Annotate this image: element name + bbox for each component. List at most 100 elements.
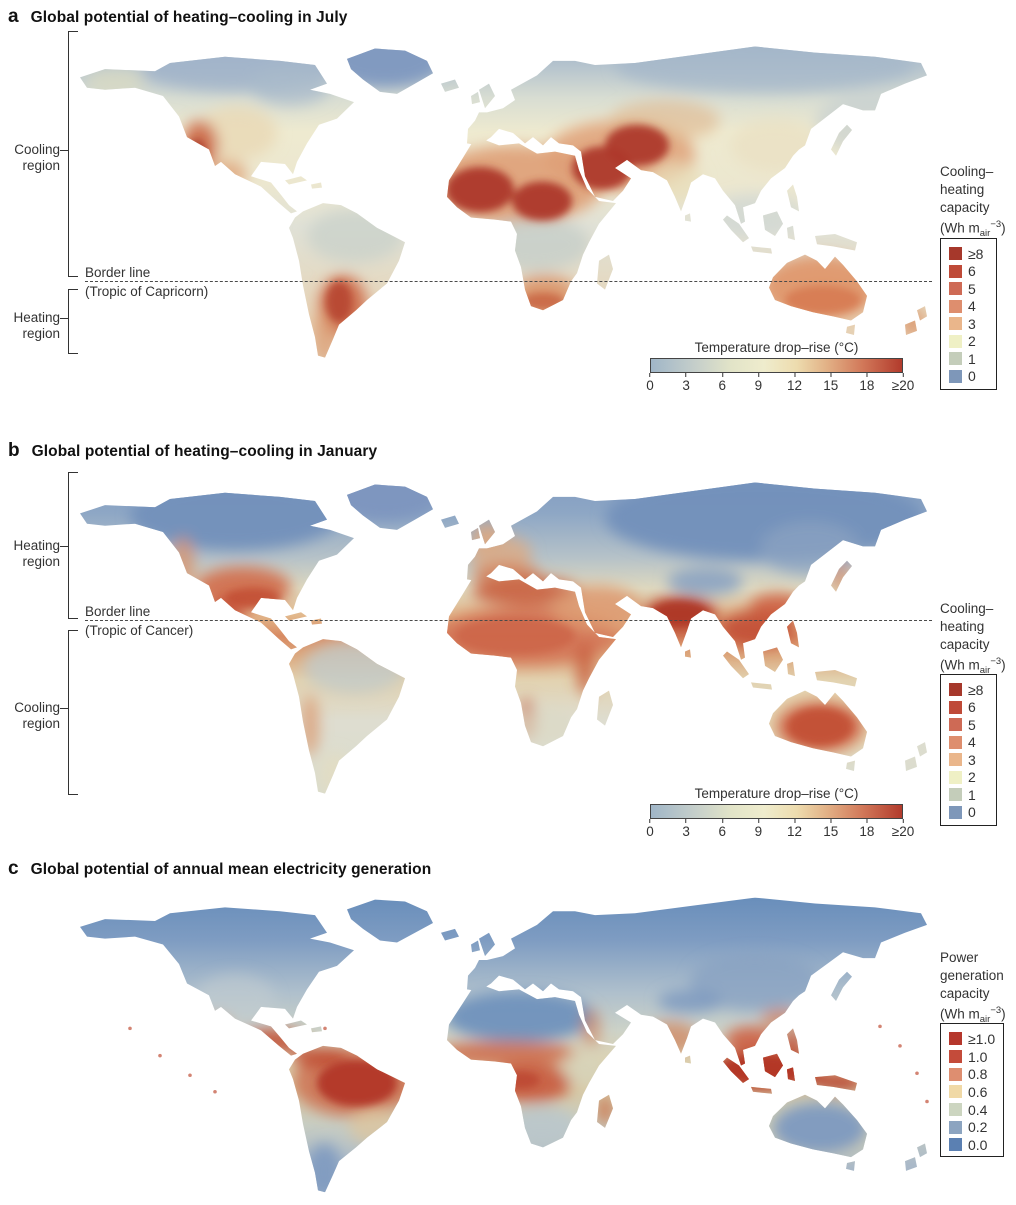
colorbar-tick: 6 (719, 819, 727, 839)
legend-swatch (949, 788, 962, 802)
tropic-of-cancer-line (85, 620, 932, 621)
panel-a-title: a Global potential of heating–cooling in… (8, 6, 347, 28)
colorbar-tick: ≥20 (892, 373, 914, 393)
legend-swatch (949, 735, 962, 749)
legend-item: 0.0 (949, 1136, 1003, 1154)
legend-item: 3 (949, 751, 996, 769)
panel-b-title-text: Global potential of heating–cooling in J… (31, 443, 378, 460)
legend-item: ≥8 (949, 245, 996, 263)
legend-item: 6 (949, 699, 996, 717)
colorbar-tick: 0 (646, 373, 654, 393)
legend-swatch (949, 247, 962, 261)
legend-swatch (949, 718, 962, 732)
legend-swatch (949, 700, 962, 714)
legend-item: 4 (949, 298, 996, 316)
colorbar-gradient-b (650, 804, 903, 819)
electricity-map-land (80, 897, 927, 1193)
legend-item: 0 (949, 804, 996, 822)
legend-swatch (949, 369, 962, 383)
panel-c-letter: c (8, 858, 19, 879)
cooling-region-label-b: Cooling region (14, 700, 60, 731)
colorbar-tick: 15 (823, 373, 838, 393)
legend-item: 0 (949, 368, 996, 386)
legend-item: 1.0 (949, 1048, 1003, 1066)
colorbar-b: Temperature drop–rise (°C) 0 3 6 9 12 15… (646, 786, 914, 841)
border-line-label-a: Border line (85, 265, 151, 280)
legend-swatch (949, 317, 962, 331)
colorbar-tick: 12 (787, 819, 802, 839)
legend-item: 0.4 (949, 1101, 1003, 1119)
panel-c-title-text: Global potential of annual mean electric… (30, 861, 432, 878)
legend-item: 1 (949, 350, 996, 368)
colorbar-a: Temperature drop–rise (°C) 0 3 6 9 12 15… (646, 340, 914, 395)
legend-item: 2 (949, 769, 996, 787)
colorbar-ticks-b: 0 3 6 9 12 15 18 ≥20 (646, 819, 914, 841)
colorbar-tick: 15 (823, 819, 838, 839)
colorbar-tick: 9 (755, 819, 763, 839)
legend-swatch (949, 264, 962, 278)
legend-unit-c: (Wh mair−3) (940, 1005, 1006, 1026)
legend-swatch (949, 352, 962, 366)
legend-item: 5 (949, 280, 996, 298)
tropic-label-b: (Tropic of Cancer) (85, 623, 194, 638)
panel-a-letter: a (8, 6, 19, 27)
legend-swatch (949, 299, 962, 313)
capacity-legend-title-a: Cooling– heating capacity (Wh mair−3) (940, 163, 1010, 239)
legend-item: 0.2 (949, 1118, 1003, 1136)
legend-swatch (949, 1085, 962, 1099)
colorbar-tick: 0 (646, 819, 654, 839)
legend-item: 0.6 (949, 1083, 1003, 1101)
capacity-legend-title-b: Cooling– heating capacity (Wh mair−3) (940, 600, 1010, 676)
legend-unit-a: (Wh mair−3) (940, 219, 1006, 240)
power-legend-title: Power generation capacity (Wh mair−3) (940, 949, 1010, 1025)
july-map-land (80, 46, 927, 358)
legend-swatch (949, 1050, 962, 1064)
heating-label-connector (60, 318, 69, 320)
capacity-legend-b: ≥8 6 5 4 3 2 1 0 (940, 674, 997, 826)
legend-swatch (949, 683, 962, 697)
cooling-label-connector (60, 150, 69, 152)
legend-item: 6 (949, 263, 996, 281)
legend-item: 0.8 (949, 1065, 1003, 1083)
legend-swatch (949, 1067, 962, 1081)
legend-item: ≥1.0 (949, 1030, 1003, 1048)
legend-swatch (949, 1032, 962, 1046)
colorbar-label-a: Temperature drop–rise (°C) (694, 340, 859, 355)
legend-swatch (949, 1120, 962, 1134)
legend-unit-b: (Wh mair−3) (940, 656, 1006, 677)
tropic-of-capricorn-line (85, 281, 932, 282)
cooling-region-bracket-b (68, 630, 78, 795)
legend-swatch (949, 334, 962, 348)
world-map-january (80, 482, 927, 794)
panel-a-title-text: Global potential of heating–cooling in J… (30, 9, 348, 26)
panel-c-title: c Global potential of annual mean electr… (8, 858, 431, 880)
cooling-label-connector-b (60, 708, 69, 710)
heating-label-connector-b (60, 546, 69, 548)
heating-region-label: Heating region (13, 310, 60, 341)
legend-item: ≥8 (949, 681, 996, 699)
heating-region-bracket (68, 289, 78, 354)
world-map-july (80, 46, 927, 358)
colorbar-tick: 3 (682, 819, 690, 839)
capacity-legend-a: ≥8 6 5 4 3 2 1 0 (940, 238, 997, 390)
legend-item: 2 (949, 333, 996, 351)
island-dots (128, 1024, 929, 1104)
colorbar-gradient-a (650, 358, 903, 373)
legend-item: 3 (949, 315, 996, 333)
border-line-label-b: Border line (85, 604, 151, 619)
january-map-land (80, 482, 927, 794)
panel-b-letter: b (8, 440, 20, 461)
colorbar-ticks-a: 0 3 6 9 12 15 18 ≥20 (646, 373, 914, 395)
legend-swatch (949, 805, 962, 819)
tropic-label-a: (Tropic of Capricorn) (85, 284, 209, 299)
colorbar-label-b: Temperature drop–rise (°C) (694, 786, 859, 801)
power-legend: ≥1.0 1.0 0.8 0.6 0.4 0.2 0.0 (940, 1023, 1004, 1157)
colorbar-tick: 18 (859, 819, 874, 839)
colorbar-tick: ≥20 (892, 819, 914, 839)
colorbar-tick: 18 (859, 373, 874, 393)
colorbar-tick: 3 (682, 373, 690, 393)
legend-item: 5 (949, 716, 996, 734)
legend-item: 1 (949, 786, 996, 804)
legend-item: 4 (949, 734, 996, 752)
